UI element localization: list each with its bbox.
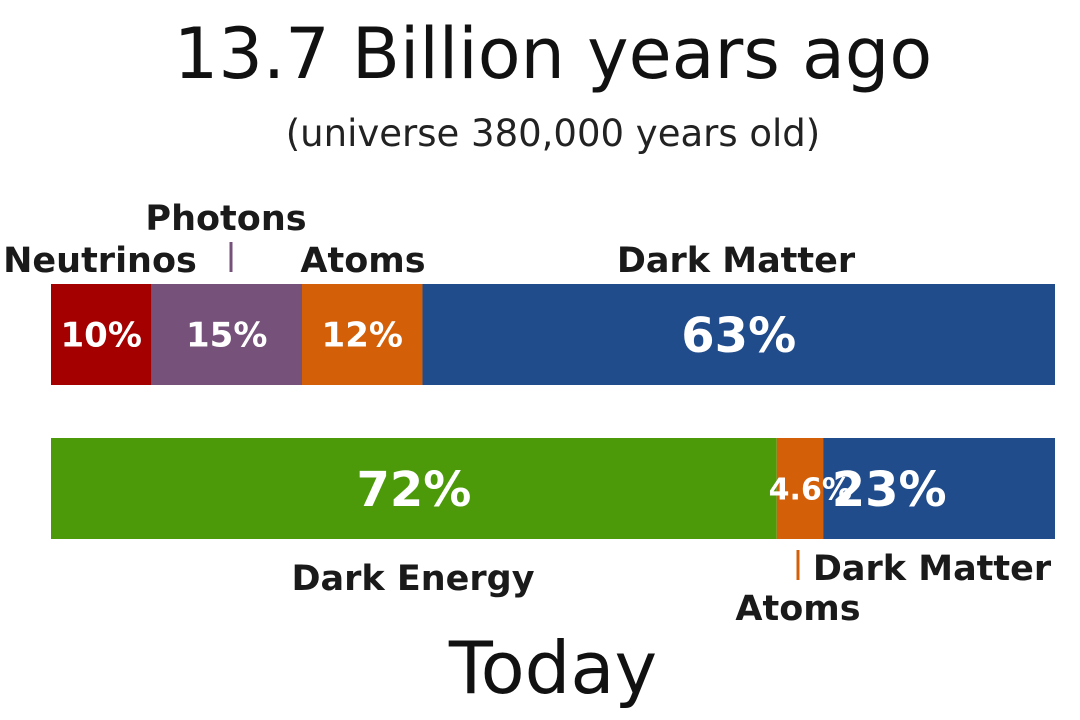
bar-today: 72% 4.6%23% bbox=[51, 438, 1055, 539]
today-label-dark-energy: Dark Energy bbox=[291, 559, 534, 599]
early-value-photons: 15% bbox=[186, 316, 267, 356]
early-value-atoms: 12% bbox=[322, 316, 403, 356]
early-segment-neutrinos bbox=[51, 284, 152, 385]
early-segment-dark-matter bbox=[422, 284, 1056, 385]
early-label-neutrinos: Neutrinos bbox=[3, 241, 197, 281]
today-value-atoms: 4.6% bbox=[769, 472, 852, 507]
early-label-photons: Photons bbox=[145, 199, 306, 239]
today-segment-atoms bbox=[776, 438, 824, 539]
bar-early-universe: 10% 15% 12% 63% bbox=[51, 284, 1056, 385]
chart-subtitle: (universe 380,000 years old) bbox=[286, 112, 820, 155]
today-segment-dark-matter bbox=[823, 438, 1055, 539]
early-value-dark-matter: 63% bbox=[681, 308, 796, 364]
early-segment-atoms bbox=[302, 284, 423, 385]
today-label: Today bbox=[448, 626, 657, 710]
today-label-atoms: Atoms bbox=[735, 589, 860, 629]
early-value-neutrinos: 10% bbox=[61, 316, 142, 356]
chart-title: 13.7 Billion years ago bbox=[174, 13, 932, 95]
today-label-dark-matter: Dark Matter bbox=[813, 549, 1052, 589]
today-value-dark-energy: 72% bbox=[356, 462, 471, 518]
today-segment-dark-energy bbox=[51, 438, 777, 539]
today-value-dark-matter: 23% bbox=[832, 462, 947, 518]
early-label-atoms: Atoms bbox=[300, 241, 425, 281]
early-segment-photons bbox=[151, 284, 302, 385]
early-label-dark-matter: Dark Matter bbox=[617, 241, 856, 281]
